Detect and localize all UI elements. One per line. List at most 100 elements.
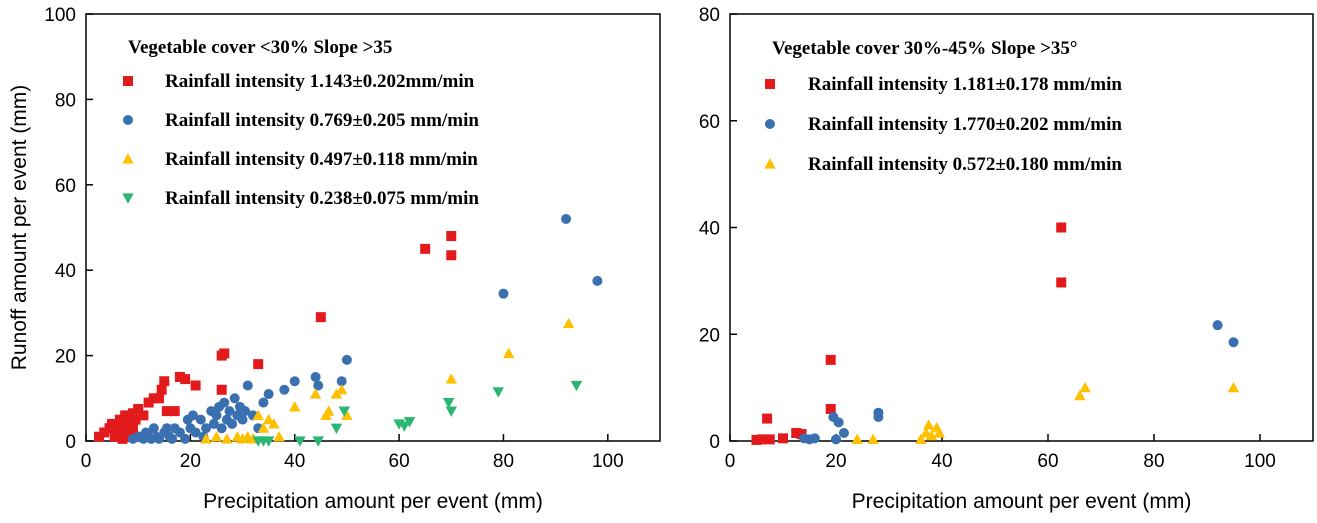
data-point bbox=[831, 434, 841, 445]
x-tick-label: 100 bbox=[592, 451, 624, 472]
data-point bbox=[778, 433, 788, 444]
series-3 bbox=[200, 317, 575, 444]
x-axis-label: Precipitation amount per event (mm) bbox=[203, 490, 543, 513]
data-point bbox=[195, 414, 206, 425]
data-point bbox=[825, 354, 836, 365]
data-point bbox=[1074, 389, 1086, 401]
x-axis-label: Precipitation amount per event (mm) bbox=[852, 490, 1192, 513]
legend-marker bbox=[123, 76, 133, 86]
data-point bbox=[341, 409, 353, 420]
series-2 bbox=[799, 320, 1239, 445]
data-point bbox=[289, 376, 300, 387]
data-point bbox=[279, 384, 290, 395]
x-tick-label: 20 bbox=[180, 451, 201, 472]
data-point bbox=[1227, 381, 1240, 393]
y-tick-label: 60 bbox=[55, 176, 76, 197]
x-tick-label: 0 bbox=[725, 451, 736, 472]
data-point bbox=[925, 429, 938, 441]
data-point bbox=[107, 418, 118, 429]
data-point bbox=[268, 418, 280, 429]
series-1 bbox=[94, 231, 457, 444]
data-point bbox=[262, 413, 275, 425]
data-point bbox=[273, 430, 285, 442]
legend-entry: Rainfall intensity 0.497±0.118 mm/min bbox=[165, 149, 478, 170]
data-point bbox=[187, 410, 198, 421]
data-point bbox=[180, 433, 191, 444]
data-point bbox=[252, 409, 264, 420]
data-point bbox=[310, 371, 321, 382]
data-point bbox=[756, 434, 767, 445]
data-point bbox=[762, 413, 773, 424]
data-point bbox=[335, 384, 348, 395]
data-point bbox=[148, 393, 159, 404]
data-point bbox=[873, 407, 884, 418]
data-point bbox=[257, 422, 270, 433]
data-point bbox=[161, 406, 172, 417]
data-point bbox=[161, 423, 172, 434]
data-point bbox=[791, 427, 802, 438]
legend-entry: Rainfall intensity 0.769±0.205 mm/min bbox=[165, 110, 479, 131]
data-point bbox=[561, 213, 572, 224]
y-tick-label: 0 bbox=[65, 432, 76, 453]
data-point bbox=[336, 376, 347, 387]
data-point bbox=[99, 427, 110, 438]
data-point bbox=[263, 389, 274, 400]
y-tick-label: 60 bbox=[699, 112, 720, 133]
legend: Vegetable cover <30% Slope >35 Rainfall i… bbox=[122, 37, 479, 209]
data-point bbox=[159, 376, 170, 387]
data-point bbox=[1079, 381, 1091, 393]
y-tick-label: 20 bbox=[55, 347, 76, 368]
legend-marker bbox=[764, 158, 776, 169]
data-point bbox=[338, 406, 351, 417]
data-point bbox=[313, 380, 324, 391]
legend-entry: Rainfall intensity 1.143±0.202mm/min bbox=[165, 71, 475, 92]
data-point bbox=[288, 401, 301, 412]
data-point bbox=[838, 427, 849, 438]
data-point bbox=[117, 433, 128, 444]
data-point bbox=[242, 380, 253, 391]
legend-marker bbox=[765, 119, 775, 129]
data-point bbox=[403, 417, 416, 428]
data-point bbox=[229, 393, 240, 404]
data-point bbox=[1212, 320, 1223, 331]
data-point bbox=[825, 403, 836, 414]
data-point bbox=[796, 429, 807, 440]
data-point bbox=[1228, 337, 1239, 348]
data-point bbox=[227, 418, 238, 429]
x-tick-label: 40 bbox=[931, 451, 952, 472]
data-point bbox=[915, 433, 927, 444]
y-tick-label: 40 bbox=[699, 219, 720, 240]
data-point bbox=[923, 419, 935, 430]
y-tick-label: 0 bbox=[709, 432, 720, 453]
data-point bbox=[867, 433, 879, 444]
data-point bbox=[502, 347, 515, 359]
y-tick-label: 40 bbox=[55, 261, 76, 282]
data-point bbox=[216, 423, 227, 434]
data-point bbox=[833, 417, 844, 428]
legend-marker bbox=[123, 115, 133, 125]
data-point bbox=[322, 405, 335, 416]
data-point bbox=[143, 397, 154, 408]
data-point bbox=[851, 433, 863, 444]
legend: Vegetable cover 30%-45% Slope >35° Rainfa… bbox=[764, 38, 1122, 175]
legend-entry: Rainfall intensity 1.181±0.178 mm/min bbox=[808, 74, 1122, 95]
data-point bbox=[120, 423, 131, 434]
data-point bbox=[420, 243, 431, 254]
data-point bbox=[130, 414, 141, 425]
data-point bbox=[219, 348, 230, 359]
data-point bbox=[216, 384, 227, 395]
y-tick-label: 20 bbox=[699, 325, 720, 346]
data-point bbox=[1056, 277, 1067, 288]
data-point bbox=[94, 431, 105, 442]
data-point bbox=[138, 410, 149, 421]
data-point bbox=[309, 388, 322, 399]
legend-entry: Rainfall intensity 0.572±0.180 mm/min bbox=[808, 154, 1122, 175]
data-point bbox=[237, 414, 248, 425]
data-point bbox=[167, 433, 178, 444]
data-point bbox=[498, 288, 509, 299]
data-point bbox=[262, 436, 275, 447]
data-point bbox=[398, 421, 411, 432]
legend-marker bbox=[122, 193, 134, 204]
data-point bbox=[219, 397, 230, 408]
data-point bbox=[312, 436, 324, 447]
